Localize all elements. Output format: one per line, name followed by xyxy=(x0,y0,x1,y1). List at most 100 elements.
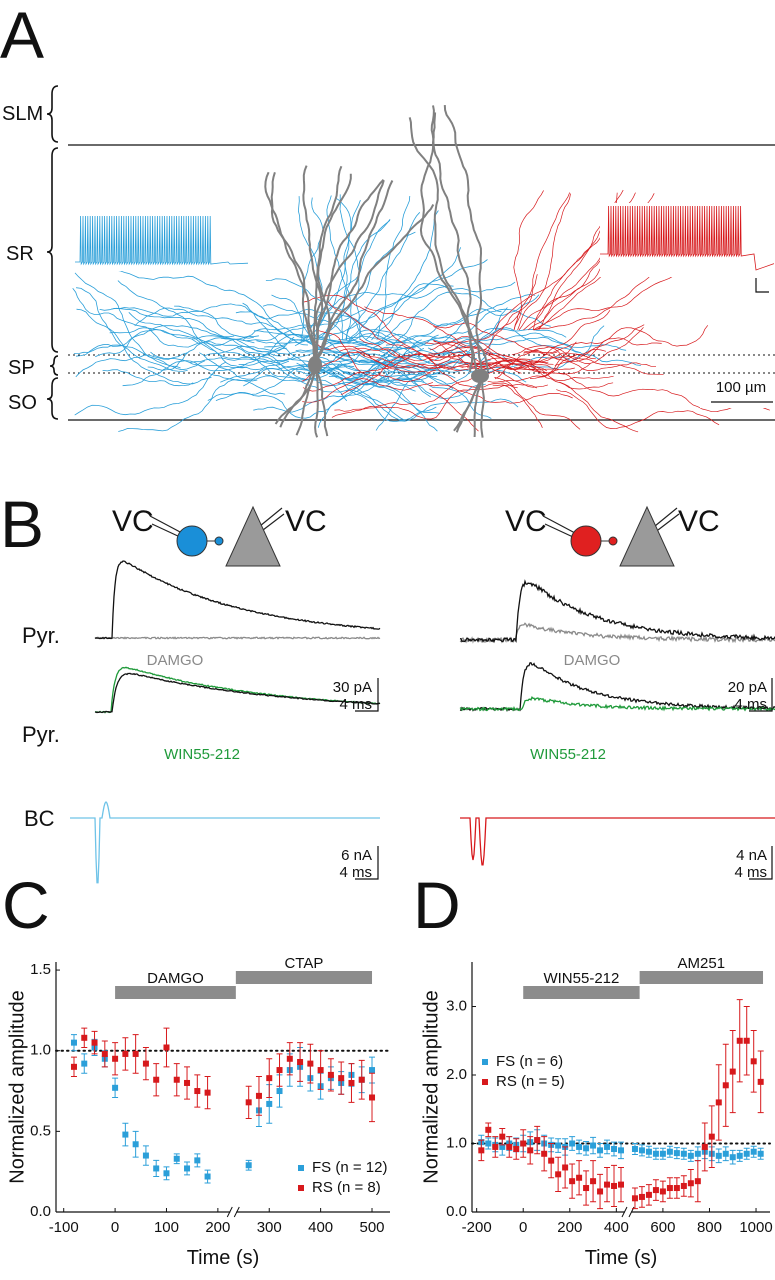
neurite xyxy=(189,353,297,363)
x-tick-label: 300 xyxy=(257,1219,282,1236)
neurite xyxy=(486,367,575,375)
scale-bars xyxy=(355,678,773,880)
error-cap xyxy=(757,1147,764,1160)
neurite xyxy=(76,287,188,372)
error-cap xyxy=(153,1159,160,1178)
pipette xyxy=(149,515,183,538)
scale-label: 30 pA xyxy=(333,679,372,696)
point xyxy=(750,1148,757,1155)
point xyxy=(369,1094,376,1101)
neurite xyxy=(419,112,474,373)
error-cap xyxy=(576,1139,583,1155)
y-axis-title: Normalized amplitude xyxy=(420,990,442,1183)
error-cap xyxy=(659,1147,666,1160)
point xyxy=(173,1076,180,1083)
point xyxy=(604,1181,611,1188)
neurite xyxy=(320,347,416,363)
point xyxy=(638,1147,645,1154)
point xyxy=(562,1164,569,1171)
point xyxy=(611,1145,618,1152)
panel-label: B xyxy=(0,487,44,561)
neurite xyxy=(110,268,314,339)
neurite xyxy=(312,165,343,363)
neurite xyxy=(302,378,434,403)
point xyxy=(513,1145,520,1152)
scale-label: 4 nA xyxy=(736,847,767,864)
error-cap xyxy=(506,1136,513,1158)
error-cap xyxy=(743,1147,750,1160)
error-cap xyxy=(485,1122,492,1138)
point xyxy=(499,1143,506,1150)
neurite xyxy=(262,304,368,346)
point xyxy=(701,1143,708,1150)
error-cap xyxy=(266,1058,273,1098)
point xyxy=(645,1191,652,1198)
point xyxy=(687,1152,694,1159)
error-cap xyxy=(631,1187,638,1210)
error-cap xyxy=(184,1066,191,1100)
y-tick-label: 0.0 xyxy=(30,1203,51,1220)
neurite xyxy=(73,344,206,371)
error-cap xyxy=(645,1184,652,1206)
point xyxy=(638,1193,645,1200)
point xyxy=(245,1162,252,1169)
point xyxy=(142,1060,149,1067)
x-tick-label: 100 xyxy=(154,1219,179,1236)
neurite xyxy=(340,352,439,396)
error-cap xyxy=(687,1169,694,1198)
scale-bar xyxy=(749,678,773,712)
x-axis-title: Time (s) xyxy=(187,1247,260,1269)
point xyxy=(492,1143,499,1150)
neurite xyxy=(316,329,437,382)
point xyxy=(369,1067,376,1074)
y-tick-label: 1.0 xyxy=(446,1134,467,1151)
legend-marker xyxy=(298,1165,304,1171)
point xyxy=(266,1100,273,1107)
neurite xyxy=(433,341,514,366)
panel-label: C xyxy=(2,868,50,942)
point xyxy=(194,1157,201,1164)
error-cap xyxy=(618,1141,624,1160)
error-cap xyxy=(499,1127,506,1146)
soma xyxy=(471,369,489,383)
neurite xyxy=(312,356,438,432)
point xyxy=(122,1131,129,1138)
point xyxy=(153,1076,160,1083)
neurite xyxy=(473,377,483,438)
legend-label: FS (n = 6) xyxy=(496,1053,563,1070)
legend-marker xyxy=(482,1079,488,1085)
neurite xyxy=(279,367,316,428)
neurite xyxy=(337,382,519,421)
point xyxy=(715,1152,722,1159)
point xyxy=(618,1147,624,1154)
point xyxy=(757,1078,764,1085)
error-cap xyxy=(569,1136,576,1151)
point xyxy=(736,1152,743,1159)
neurite xyxy=(305,219,391,341)
neurite xyxy=(466,309,611,370)
error-cap xyxy=(722,1043,729,1127)
error-cap xyxy=(348,1063,355,1103)
trace xyxy=(95,672,381,714)
neurite xyxy=(494,377,581,430)
point xyxy=(611,1182,618,1189)
trace-label: BC xyxy=(24,806,55,831)
point xyxy=(743,1037,750,1044)
point xyxy=(112,1084,119,1091)
point xyxy=(70,1063,77,1070)
error-cap xyxy=(729,1029,736,1114)
brace xyxy=(49,355,59,376)
neurite xyxy=(264,171,317,363)
neurite xyxy=(74,361,227,416)
bouton xyxy=(214,536,224,546)
neurite xyxy=(314,180,394,363)
error-cap xyxy=(142,1046,149,1081)
point xyxy=(722,1082,729,1089)
x-tick-label: 500 xyxy=(359,1219,384,1236)
point xyxy=(631,1145,638,1152)
error-cap xyxy=(91,1030,98,1055)
point xyxy=(276,1067,283,1074)
error-cap xyxy=(638,1186,645,1208)
error-cap xyxy=(492,1136,499,1158)
error-cap xyxy=(163,1166,170,1181)
